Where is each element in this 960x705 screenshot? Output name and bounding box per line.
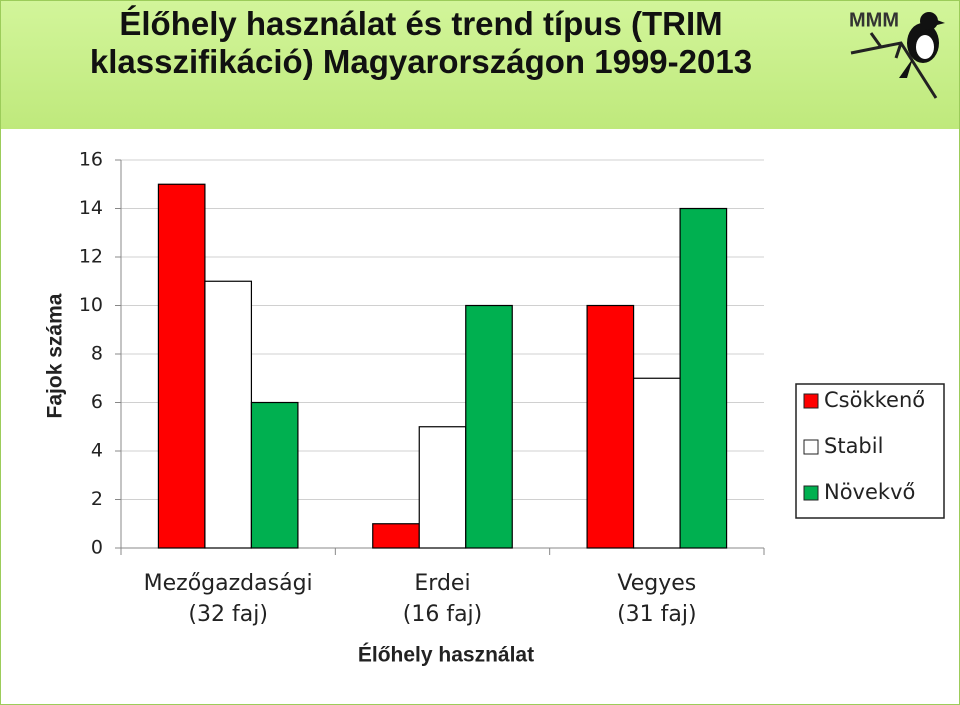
y-tick-label: 6: [91, 391, 103, 413]
x-axis-label: Élőhely használat: [358, 644, 534, 667]
legend-label: Stabil: [824, 434, 883, 458]
x-tick-label: Vegyes (31 faj): [617, 571, 697, 627]
bar: [679, 207, 728, 549]
x-tick-label: Erdei (16 faj): [402, 571, 483, 627]
y-tick-label: 0: [91, 537, 103, 559]
bar: [632, 377, 681, 549]
legend-label: Növekvő: [824, 480, 915, 504]
bar: [465, 304, 513, 549]
bar: [250, 401, 299, 549]
y-tick-label: 12: [79, 246, 103, 268]
x-tick-label: Mezőgazdasági (32 faj): [143, 571, 313, 627]
legend-swatch: [803, 439, 819, 455]
y-tick-label: 14: [79, 197, 103, 219]
logo-text: MMM: [849, 9, 899, 31]
legend-swatch: [803, 393, 819, 409]
y-tick-label: 2: [91, 488, 103, 510]
bar: [586, 304, 635, 549]
bar: [372, 523, 420, 549]
legend-box: [795, 383, 945, 519]
y-axis-label: Fajok száma: [44, 293, 67, 418]
y-tick-label: 8: [91, 343, 103, 365]
chart-title: Élőhely használat és trend típus (TRIM k…: [89, 5, 753, 80]
bar: [157, 183, 206, 549]
header: Élőhely használat és trend típus (TRIM k…: [1, 1, 959, 129]
y-tick-label: 4: [91, 440, 103, 462]
logo: MMM: [849, 9, 945, 99]
y-tick-label: 16: [79, 149, 103, 171]
bar: [418, 426, 467, 549]
y-tick-label: 10: [79, 294, 103, 316]
legend-swatch: [803, 485, 819, 501]
legend-label: Csökkenő: [824, 388, 925, 412]
bar: [204, 280, 253, 549]
